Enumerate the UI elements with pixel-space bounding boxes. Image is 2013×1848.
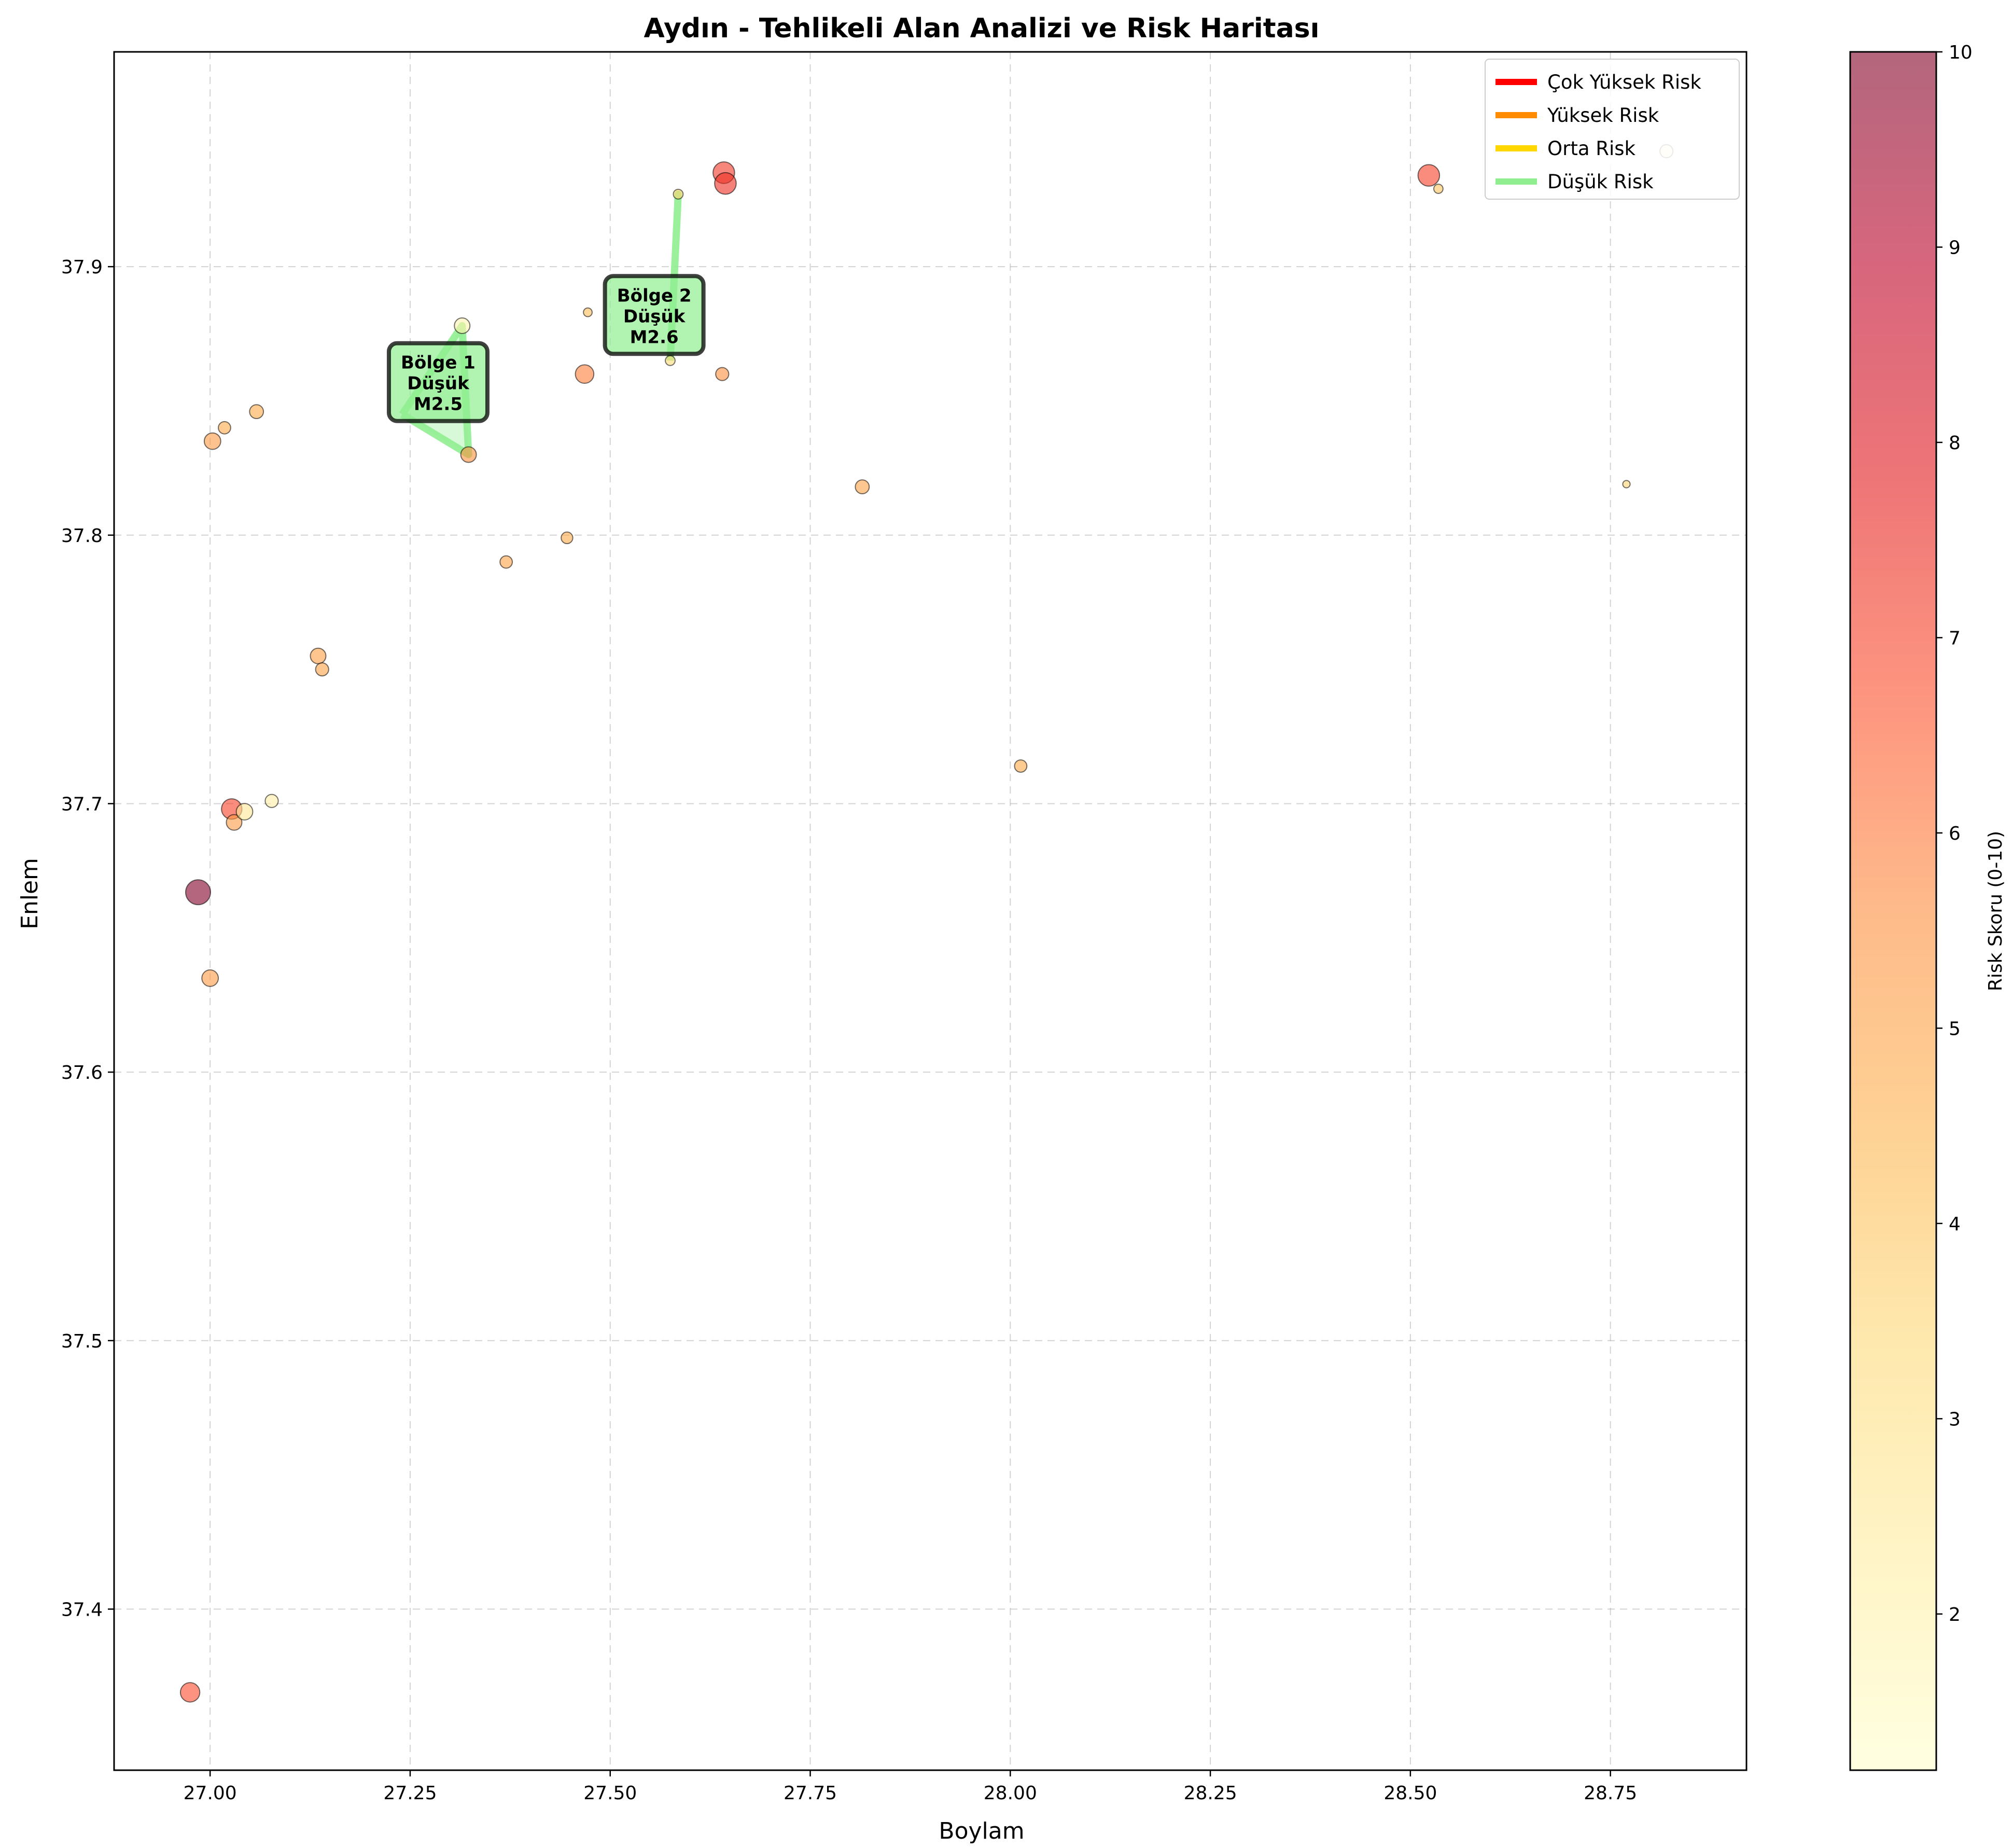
data-point	[1433, 184, 1444, 194]
data-point	[249, 404, 264, 420]
data-point	[201, 969, 219, 987]
colorbar-tick-label: 7	[1949, 628, 1961, 649]
data-point	[179, 1682, 201, 1703]
colorbar-tick-label: 8	[1949, 433, 1961, 454]
x-tick-label: 27.50	[583, 1783, 637, 1804]
legend-entry-label: Çok Yüksek Risk	[1547, 71, 1701, 93]
colorbar-tick-label: 2	[1949, 1604, 1961, 1625]
legend: Çok Yüksek Risk Yüksek Risk Orta Risk Düşük…	[1485, 59, 1740, 200]
colorbar-tick-label: 3	[1949, 1409, 1961, 1430]
zone-annotation-line: M2.5	[414, 394, 463, 415]
data-point	[575, 364, 595, 384]
zone-annotation-line: Düşük	[623, 306, 686, 327]
data-point	[1417, 164, 1441, 187]
x-tick-label: 28.75	[1584, 1783, 1637, 1804]
data-point	[1622, 480, 1631, 489]
data-point	[499, 555, 513, 569]
x-axis-label: Boylam	[939, 1818, 1024, 1844]
data-point	[561, 531, 574, 545]
zone-annotation-line: Bölge 2	[617, 285, 692, 306]
data-point	[583, 307, 593, 317]
colorbar-bar	[1849, 51, 1937, 1771]
colorbar-tick-label: 5	[1949, 1018, 1961, 1039]
y-tick-label: 37.7	[61, 794, 103, 815]
zone-annotation-line: Düşük	[407, 373, 470, 394]
data-point	[1014, 759, 1028, 773]
y-tick-label: 37.9	[61, 257, 103, 278]
data-point	[673, 188, 684, 200]
chart-title: Aydın - Tehlikeli Alan Analizi ve Risk H…	[644, 13, 1320, 44]
x-tick-label: 27.00	[184, 1783, 237, 1804]
legend-entry-label: Orta Risk	[1547, 137, 1636, 160]
plot-frame	[113, 51, 1748, 1771]
colorbar-tick-label: 4	[1949, 1214, 1961, 1235]
colorbar: 2 3 4 5 6 7 8 9 10 Risk Skoru (0-10)	[1849, 42, 2006, 1771]
data-point	[714, 172, 737, 195]
x-tick-label: 28.00	[984, 1783, 1037, 1804]
data-point	[235, 803, 254, 821]
data-point	[310, 647, 327, 664]
data-point	[264, 794, 279, 808]
x-tick-label: 28.50	[1383, 1783, 1437, 1804]
data-point	[203, 432, 221, 450]
x-tick-label: 27.25	[383, 1783, 437, 1804]
y-tick-label: 37.6	[61, 1062, 103, 1083]
data-point	[715, 367, 730, 381]
data-point	[315, 662, 329, 677]
zone-annotation-box	[386, 341, 490, 423]
x-tick-label: 28.25	[1184, 1783, 1237, 1804]
data-point	[855, 479, 870, 495]
colorbar-tick-label: 10	[1949, 42, 1973, 63]
colorbar-tick-label: 9	[1949, 237, 1961, 258]
data-point	[185, 879, 212, 906]
y-tick-label: 37.8	[61, 525, 103, 547]
colorbar-label: Risk Skoru (0-10)	[1985, 831, 2006, 991]
data-point	[460, 446, 477, 463]
x-tick-label: 27.75	[784, 1783, 837, 1804]
y-axis-label: Enlem	[17, 858, 43, 929]
y-tick-label: 37.4	[61, 1599, 103, 1620]
data-point	[226, 814, 243, 831]
data-point	[454, 317, 471, 335]
legend-entry-label: Düşük Risk	[1547, 171, 1654, 193]
colorbar-tick-label: 6	[1949, 823, 1961, 844]
zone-annotation-line: M2.6	[630, 327, 679, 348]
zone-annotation-box	[603, 274, 706, 356]
data-point	[218, 421, 231, 435]
legend-entry-label: Yüksek Risk	[1547, 104, 1659, 127]
y-tick-label: 37.5	[61, 1331, 103, 1352]
legend-box	[1485, 59, 1740, 200]
zone-annotation-line: Bölge 1	[401, 353, 476, 373]
data-point	[665, 355, 676, 366]
